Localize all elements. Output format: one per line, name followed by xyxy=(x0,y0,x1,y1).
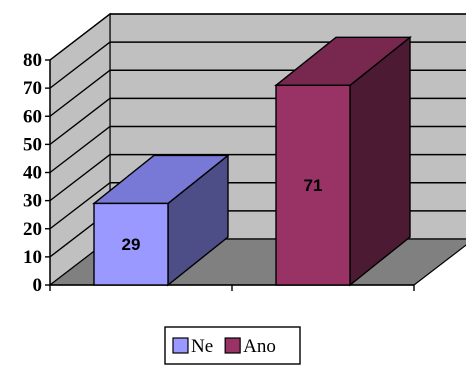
y-tick-label: 50 xyxy=(23,134,42,155)
y-tick-label: 0 xyxy=(33,275,43,296)
legend-label-ano: Ano xyxy=(243,336,276,357)
legend-swatch-ano xyxy=(224,337,241,354)
y-tick-label: 40 xyxy=(23,163,42,184)
bar-ne[interactable] xyxy=(93,202,169,286)
data-label-ne: 29 xyxy=(122,235,141,254)
bar-ano[interactable] xyxy=(275,84,351,286)
y-tick-label: 10 xyxy=(23,247,42,268)
data-label-ano: 71 xyxy=(304,176,323,195)
y-tick-label: 30 xyxy=(23,191,42,212)
y-tick-label: 60 xyxy=(23,106,42,127)
y-tick-label: 20 xyxy=(23,219,42,240)
legend-label-ne: Ne xyxy=(191,336,213,357)
gridline xyxy=(49,13,466,61)
y-tick-label: 70 xyxy=(23,78,42,99)
y-tick-label: 80 xyxy=(23,50,42,71)
legend-swatch-ne xyxy=(172,337,189,354)
